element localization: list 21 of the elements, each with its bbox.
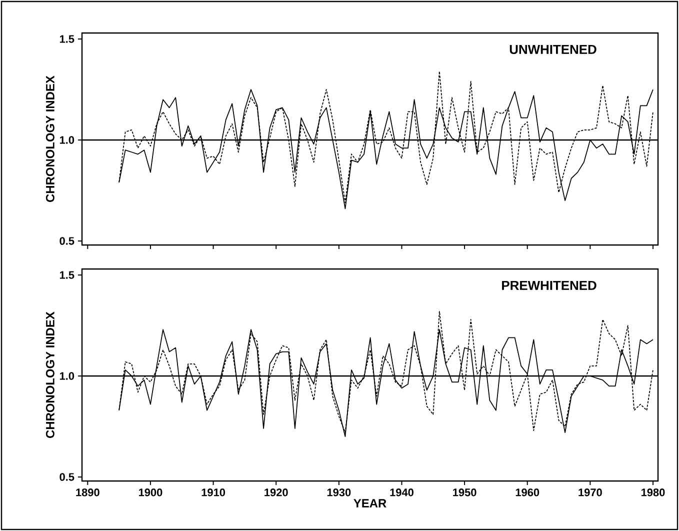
x-tick-label: 1910 xyxy=(202,488,226,496)
x-axis-title: YEAR xyxy=(354,499,386,508)
annotation: UNWHITENED xyxy=(510,44,596,54)
x-tick-label: 1950 xyxy=(453,488,476,496)
y-axis-title: CHRONOLOGY INDEX xyxy=(46,312,54,438)
x-tick-label: 1900 xyxy=(138,488,162,496)
y-tick-label: 0.5 xyxy=(60,473,74,481)
y-tick-label: 1.0 xyxy=(60,136,74,144)
annotation: PREWHITENED xyxy=(502,281,596,290)
x-tick-label: 1890 xyxy=(76,488,100,496)
y-tick-label: 1.0 xyxy=(60,372,74,380)
y-tick-label: 1.5 xyxy=(60,35,74,43)
x-tick-label: 1940 xyxy=(390,488,414,496)
x-tick-label: 1920 xyxy=(264,488,288,496)
x-tick-label: 1960 xyxy=(516,488,540,496)
x-tick-label: 1930 xyxy=(327,488,351,496)
x-tick-label: 1970 xyxy=(578,488,602,496)
y-axis-title: CHRONOLOGY INDEX xyxy=(46,76,54,202)
y-tick-label: 0.5 xyxy=(60,237,74,245)
y-tick-label: 1.5 xyxy=(60,271,74,279)
x-tick-label: 1980 xyxy=(641,488,665,496)
